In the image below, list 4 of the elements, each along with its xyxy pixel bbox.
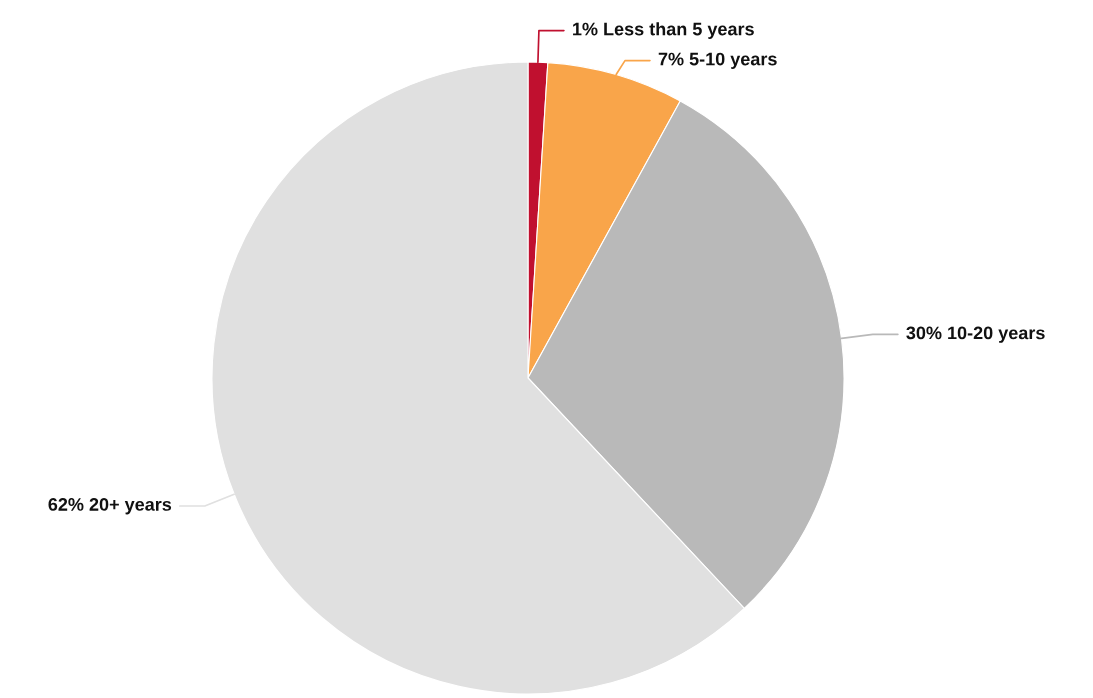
slice-label: 30% 10-20 years [906, 326, 1045, 343]
slice-label: 62% 20+ years [48, 498, 172, 515]
slice-label: 1% Less than 5 years [573, 22, 754, 39]
slice-label: 7% 5-10 years [658, 52, 777, 69]
